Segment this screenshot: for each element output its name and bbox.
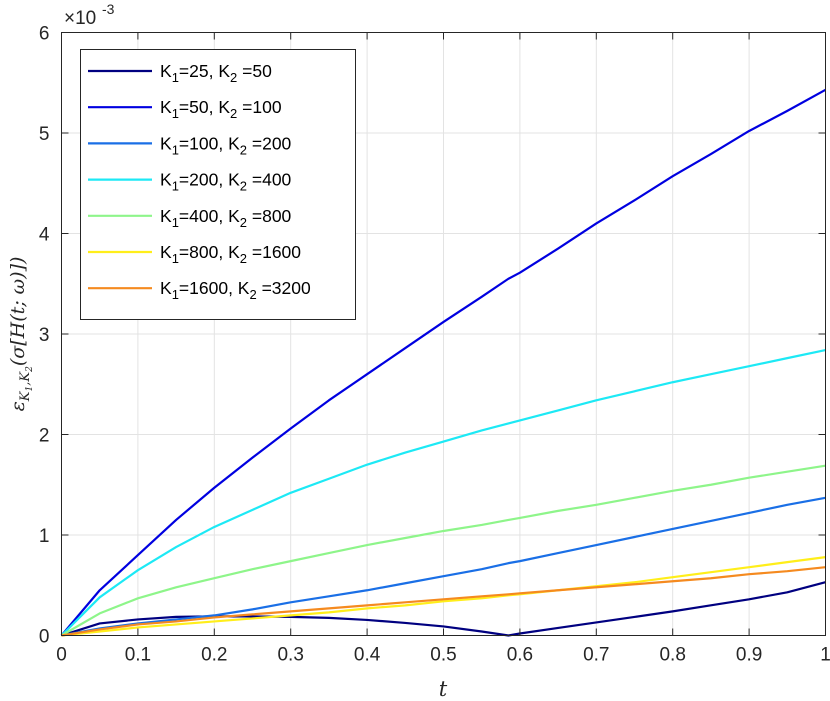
y-tick-label: 5: [39, 124, 50, 145]
svg-text:εK1,K2(σ[H(t; ω)]): εK1,K2(σ[H(t; ω)]): [7, 257, 35, 412]
x-axis-label: t: [439, 677, 448, 701]
x-tick-label: 0.3: [277, 645, 303, 666]
axis-ticks: 0 0.1 0.2 0.3 0.4 0.5 0.6 0.7 0.8 0.9 1 0 1 2 3 4 5 6: [39, 24, 830, 666]
x-tick-label: 0.6: [507, 645, 533, 666]
legend-label: K1=1600, K2 =3200: [160, 278, 311, 302]
x-tick-label: 0.4: [354, 645, 381, 666]
legend-item: K1=1600, K2 =3200: [88, 278, 311, 302]
y-tick-label: 4: [39, 225, 50, 246]
legend-item: K1=25, K2 =50: [88, 61, 272, 85]
x-tick-label: 0.5: [430, 645, 456, 666]
series-line-3: [61, 496, 826, 637]
series-layer: [60, 88, 827, 637]
y-tick-label: 0: [39, 627, 50, 648]
legend-label: K1=50, K2 =100: [160, 97, 282, 121]
y-label-main: ε: [7, 401, 29, 411]
x-tick-label: 0.2: [201, 645, 227, 666]
y-tick-label: 2: [39, 426, 50, 447]
series-line-7: [61, 566, 826, 637]
x-tick-label: 0.1: [125, 645, 151, 666]
series-line-5: [60, 464, 826, 637]
y-exponent-base: ×10: [64, 8, 96, 29]
y-label-sub-k: K: [18, 371, 33, 383]
y-label-comma: ,: [18, 382, 33, 386]
x-tick-label: 1: [820, 645, 830, 666]
legend-box: [80, 49, 356, 320]
legend-label: K1=100, K2 =200: [160, 133, 292, 157]
series-line-2: [60, 88, 827, 637]
y-tick-label: 3: [39, 325, 50, 346]
legend-item: K1=400, K2 =800: [88, 206, 292, 230]
series-line-4: [60, 349, 826, 637]
legend-item: K1=50, K2 =100: [88, 97, 282, 121]
legend-label: K1=200, K2 =400: [160, 170, 292, 194]
legend: K1=25, K2 =50 K1=50, K2 =100 K1=100, K2 =2…: [80, 49, 356, 320]
y-tick-label: 6: [39, 24, 50, 45]
x-tick-label: 0: [56, 645, 67, 666]
y-exponent-power: -3: [102, 1, 115, 17]
legend-label: K1=400, K2 =800: [160, 206, 292, 230]
y-label-sub1: 1: [25, 386, 35, 392]
legend-label: K1=800, K2 =1600: [160, 242, 301, 266]
x-tick-label: 0.7: [583, 645, 609, 666]
grid: [61, 32, 826, 636]
x-tick-label: 0.8: [659, 645, 685, 666]
y-tick-label: 1: [39, 526, 50, 547]
y-label-sub: K: [18, 390, 33, 402]
y-label-rest: (σ[H(t; ω)]): [7, 257, 29, 367]
legend-item: K1=800, K2 =1600: [88, 242, 301, 266]
y-axis-label: εK1,K2(σ[H(t; ω)]): [7, 257, 35, 412]
series-line-6: [61, 556, 826, 637]
legend-item: K1=100, K2 =200: [88, 133, 292, 157]
y-label-sub2: 2: [25, 366, 35, 373]
x-tick-label: 0.9: [736, 645, 762, 666]
legend-item: K1=200, K2 =400: [88, 170, 292, 194]
legend-label: K1=25, K2 =50: [160, 61, 272, 85]
y-exponent: ×10 -3: [64, 1, 115, 29]
